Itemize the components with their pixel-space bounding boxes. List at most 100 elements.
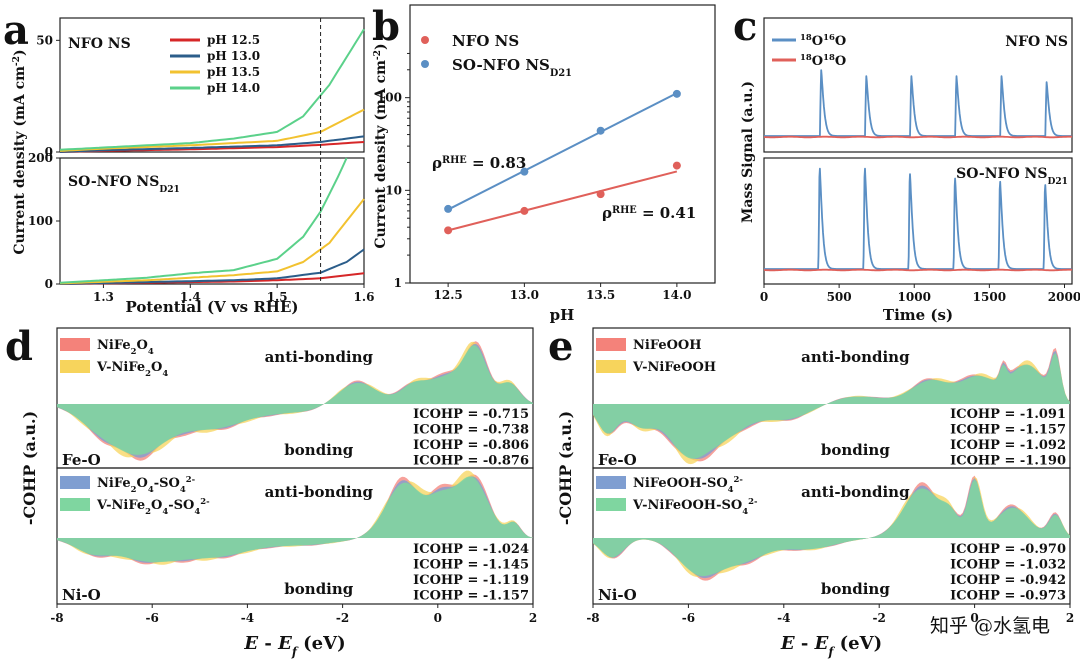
c-ylabel: Mass Signal (a.u.)	[740, 81, 756, 223]
e-legend-label-2: NiFeOOH-SO42-	[633, 474, 743, 494]
panel-letter-c: c	[733, 3, 757, 50]
a-bot-line-pH 13.5	[59, 198, 365, 285]
a-ylabel: Current density (mA cm-2)	[11, 49, 29, 254]
c-top-o18-trace	[763, 135, 1072, 139]
e-xtick-label: -4	[777, 611, 790, 625]
d-top-bond-label: Fe-O	[62, 451, 101, 469]
d-bot-fill-v-so4	[57, 476, 533, 563]
d-bot-icohp-0: ICOHP = -1.024	[413, 542, 529, 557]
panel-a-top-frame	[59, 17, 365, 153]
panel-d-bottom-frame	[56, 467, 534, 605]
e-top-bonding-label: bonding	[821, 441, 890, 459]
e-bot-icohp-1: ICOHP = -1.032	[950, 558, 1066, 573]
b-ylabel: Current density (mA cm-2)	[372, 43, 390, 248]
watermark: 知乎 @水氢电	[930, 615, 1050, 637]
b-point-1-0	[444, 204, 453, 213]
b-point-0-0	[444, 226, 453, 235]
panel-c-bottom-frame	[763, 157, 1073, 285]
a-xtick-label: 1.5	[267, 290, 288, 304]
b-ytick-label: 10	[385, 183, 402, 197]
a-top-line-pH 13.5	[59, 108, 365, 152]
e-top-fill-v-so4	[593, 353, 1070, 459]
d-top-icohp-1: ICOHP = -0.738	[413, 423, 529, 438]
e-ylabel: -COHP (a.u.)	[556, 411, 575, 525]
e-xlabel: E - Ef (eV)	[780, 633, 882, 659]
c-bottom-title: SO-NFO NSD21	[956, 166, 1068, 187]
d-xtick-label: 2	[529, 611, 537, 625]
d-bot-icohp-1: ICOHP = -1.145	[413, 558, 529, 573]
panel-b-frame	[409, 4, 716, 284]
e-top-icohp-0: ICOHP = -1.091	[950, 407, 1066, 422]
e-bot-icohp-3: ICOHP = -0.973	[950, 589, 1066, 604]
e-bot-icohp-2: ICOHP = -0.942	[950, 573, 1066, 588]
d-top-icohp-3: ICOHP = -0.876	[413, 454, 529, 469]
d-legend-swatch-v-so4	[60, 498, 90, 511]
d-top-fill-v-so4	[57, 345, 533, 455]
a-xtick-label: 1.3	[93, 290, 114, 304]
b-xtick-label: 12.5	[434, 288, 463, 302]
d-bot-bonding-label: bonding	[284, 580, 353, 598]
e-top-antibonding-label: anti-bonding	[801, 348, 910, 366]
b-fit-line-0	[447, 170, 678, 232]
panel-letter-a: a	[3, 7, 29, 54]
e-top-icohp-1: ICOHP = -1.157	[950, 423, 1066, 438]
d-legend-label-0: NiFe2O4	[97, 338, 154, 356]
panel-letter-b: b	[372, 3, 400, 50]
e-top-bond-label: Fe-O	[598, 451, 637, 469]
b-fit-line-1	[447, 92, 678, 211]
e-bot-icohp-0: ICOHP = -0.970	[950, 542, 1066, 557]
a-bot-ytick-label: 100	[28, 214, 53, 228]
b-slope-label-nfo: ρRHE = 0.41	[602, 204, 696, 222]
a-bot-ytick-label: 0	[45, 277, 53, 291]
b-slope-label-so: ρRHE = 0.83	[432, 154, 526, 172]
e-xtick-label: 0	[970, 611, 978, 625]
panel-letter-d: d	[5, 323, 33, 370]
a-top-title: NFO NS	[68, 36, 131, 52]
a-xtick-label: 1.6	[354, 290, 375, 304]
e-top-icohp-3: ICOHP = -1.190	[950, 454, 1066, 469]
a-top-line-pH 14.0	[59, 28, 365, 151]
d-xtick-label: -4	[241, 611, 254, 625]
e-bot-bond-label: Ni-O	[598, 586, 637, 604]
b-point-0-2	[596, 190, 605, 199]
d-top-icohp-2: ICOHP = -0.806	[413, 438, 529, 453]
c-xtick-label: 1500	[973, 290, 1006, 304]
c-top-o16-trace	[763, 69, 1073, 137]
e-bot-bonding-label: bonding	[821, 580, 890, 598]
e-xtick-label: -8	[586, 611, 599, 625]
d-legend-label-3: V-NiFe2O4-SO42-	[96, 496, 210, 516]
panel-c-top-frame	[763, 17, 1073, 153]
d-xlabel: E - Ef (eV)	[243, 633, 345, 659]
d-top-bonding-label: bonding	[284, 441, 353, 459]
d-legend-swatch-pristine	[60, 338, 90, 351]
c-legend-label-1: 18O18O	[800, 52, 846, 69]
c-xtick-label: 0	[760, 290, 768, 304]
d-legend-label-2: NiFe2O4-SO42-	[97, 474, 196, 494]
d-xtick-label: -2	[336, 611, 349, 625]
e-legend-swatch-pristine	[596, 338, 626, 351]
a-top-ytick-label: 50	[36, 33, 53, 47]
d-legend-swatch-so4	[60, 476, 90, 489]
e-legend-swatch-v	[596, 360, 626, 373]
legend-label-pH 12.5: pH 12.5	[207, 33, 260, 47]
e-legend-label-1: V-NiFeOOH	[632, 360, 716, 375]
b-legend-marker-nfo	[421, 36, 429, 44]
b-point-0-1	[520, 206, 529, 215]
legend-label-pH 13.0: pH 13.0	[207, 49, 260, 63]
e-bot-fill-v-so4	[593, 479, 1070, 577]
legend-label-pH 14.0: pH 14.0	[207, 81, 260, 95]
e-legend-label-0: NiFeOOH	[633, 338, 702, 353]
d-xtick-label: -8	[50, 611, 63, 625]
e-top-icohp-2: ICOHP = -1.092	[950, 438, 1066, 453]
c-bottom-o18-trace	[763, 268, 1072, 272]
a-bot-line-pH 13.0	[59, 248, 365, 285]
e-xtick-label: 2	[1066, 611, 1074, 625]
d-xtick-label: 0	[434, 611, 442, 625]
e-legend-swatch-so4	[596, 476, 626, 489]
b-point-1-2	[596, 126, 605, 135]
e-xtick-label: -6	[682, 611, 695, 625]
b-legend-marker-so	[421, 60, 429, 68]
d-bot-antibonding-label: anti-bonding	[265, 483, 374, 501]
a-bot-ytick-label: 200	[28, 151, 53, 165]
